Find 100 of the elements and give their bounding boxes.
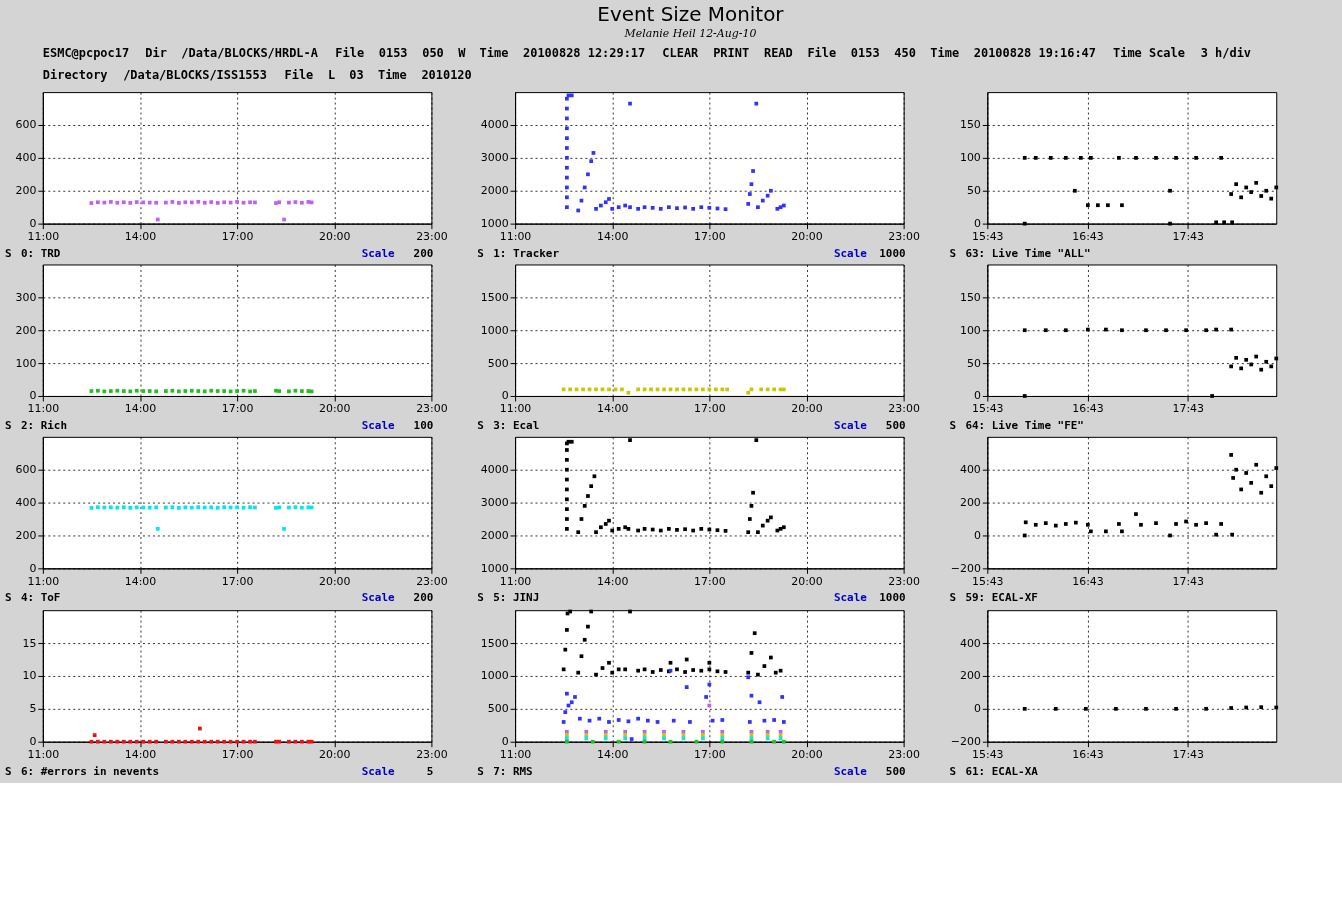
point — [704, 695, 708, 699]
x-tick-label: 14:00 — [596, 748, 629, 762]
point — [222, 505, 227, 510]
point — [1048, 156, 1053, 160]
point — [1033, 156, 1038, 160]
point — [277, 200, 282, 205]
y-tick-label: 3000 — [480, 496, 509, 510]
point — [154, 200, 159, 205]
x-tick-label: 16:43 — [1072, 230, 1104, 244]
x-tick-label: 11:00 — [499, 230, 532, 244]
point — [1023, 520, 1028, 525]
point — [565, 733, 569, 737]
point — [1239, 195, 1244, 200]
text: PRINT — [713, 46, 750, 61]
text: W — [458, 46, 467, 61]
point — [1230, 532, 1235, 537]
point — [636, 206, 640, 211]
x-tick-label: 15:43 — [972, 230, 1004, 244]
point — [1120, 203, 1124, 208]
y-tick-label: 0 — [973, 389, 981, 403]
point — [623, 733, 628, 737]
point — [671, 718, 676, 723]
point — [773, 670, 778, 675]
y-tick-label: 3000 — [480, 151, 509, 165]
y-tick-label: 200 — [15, 528, 37, 542]
text: 3: Ecal — [493, 418, 540, 432]
text: 2010120 — [421, 68, 472, 83]
y-tick-label: 0 — [973, 217, 981, 231]
point — [563, 647, 568, 652]
x-tick-label: 17:00 — [694, 574, 726, 588]
point — [650, 670, 655, 674]
point — [121, 200, 126, 205]
point — [176, 739, 181, 744]
text: Event Size Monitor — [597, 3, 785, 27]
text: Time — [930, 46, 960, 61]
x-tick-label: 17:00 — [694, 748, 726, 762]
x-tick-label: 15:43 — [972, 402, 1004, 416]
x-tick-label: 14:00 — [596, 402, 629, 416]
point — [586, 172, 590, 177]
point — [1194, 522, 1198, 527]
point — [603, 522, 608, 526]
text: /Data/BLOCKS/ISS1553 — [123, 68, 267, 83]
y-tick-label: 50 — [966, 356, 981, 370]
text: File — [807, 46, 837, 61]
point — [1230, 220, 1235, 225]
point — [300, 200, 304, 205]
point — [1234, 467, 1239, 472]
point — [102, 739, 107, 744]
x-tick-label: 23:00 — [888, 402, 920, 416]
text: 4: ToF — [20, 591, 61, 605]
point — [628, 438, 632, 442]
point — [586, 494, 590, 498]
point — [616, 739, 621, 744]
x-tick-label: 11:00 — [499, 748, 532, 762]
point — [183, 739, 188, 744]
point — [108, 739, 113, 744]
text: Scale — [361, 591, 395, 605]
point — [147, 505, 152, 510]
point — [1259, 367, 1264, 372]
y-tick-label: 500 — [487, 702, 509, 716]
point — [1210, 394, 1214, 398]
y-tick-label: 10 — [22, 669, 37, 683]
x-tick-label: 23:00 — [888, 574, 920, 588]
x-tick-label: 15:43 — [972, 574, 1004, 588]
point — [781, 720, 786, 724]
point — [699, 205, 704, 210]
point — [720, 733, 725, 737]
point — [274, 505, 278, 510]
point — [248, 200, 252, 205]
text: 5: JINJ — [493, 591, 540, 605]
point — [1043, 328, 1048, 333]
point — [1164, 328, 1168, 333]
point — [590, 739, 595, 744]
point — [582, 637, 587, 642]
x-tick-label: 20:00 — [318, 402, 351, 416]
x-tick-label: 11:00 — [27, 574, 60, 588]
y-tick-label: 100 — [959, 151, 981, 165]
point — [170, 200, 175, 204]
text: 450 — [894, 46, 916, 61]
point — [115, 505, 120, 510]
point — [235, 505, 239, 510]
point — [196, 505, 201, 510]
point — [1231, 476, 1236, 480]
point — [134, 505, 139, 510]
point — [1244, 357, 1249, 362]
point — [667, 205, 671, 210]
point — [683, 670, 687, 674]
point — [1089, 529, 1093, 534]
point — [565, 691, 569, 696]
point — [616, 205, 621, 210]
y-tick-label: 600 — [15, 463, 37, 477]
point — [115, 200, 120, 205]
point — [576, 670, 581, 675]
y-tick-label: 200 — [959, 669, 981, 683]
y-tick-label: 2000 — [480, 184, 509, 198]
text: File — [284, 68, 314, 83]
point — [1234, 355, 1239, 360]
point — [747, 192, 752, 196]
y-tick-label: 0 — [973, 528, 981, 542]
point — [154, 739, 159, 744]
